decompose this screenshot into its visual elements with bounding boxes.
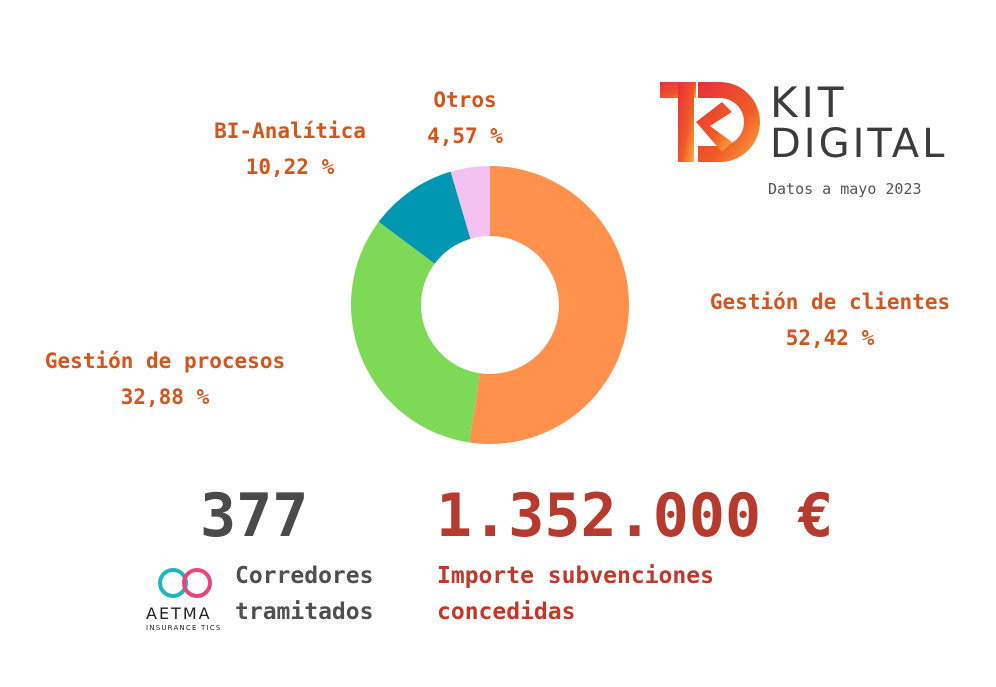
donut-slice-otros bbox=[450, 166, 490, 239]
amount-caption-line2: concedidas bbox=[437, 599, 576, 625]
donut-slice-gestión-de-procesos bbox=[350, 221, 480, 443]
slice-label-bi-analitica: BI-Analítica 10,22 % bbox=[180, 113, 400, 185]
aetma-tagline: INSURANCE TICS bbox=[146, 624, 222, 632]
slice-label-otros: Otros 4,57 % bbox=[405, 82, 525, 154]
brokers-caption: Corredores tramitados bbox=[235, 558, 373, 630]
slice-name-otros: Otros bbox=[433, 88, 497, 112]
donut-slice-bi-analítica bbox=[378, 171, 471, 264]
brokers-caption-line2: tramitados bbox=[235, 599, 374, 625]
kit-wordmark: KIT bbox=[770, 78, 848, 127]
amount-caption: Importe subvenciones concedidas bbox=[437, 558, 714, 630]
subsidy-amount: 1.352.000 € bbox=[436, 481, 834, 551]
slice-name-gestion-procesos: Gestión de procesos bbox=[44, 349, 286, 373]
aetma-logo: AETMA INSURANCE TICS bbox=[142, 566, 222, 636]
brokers-count: 377 bbox=[200, 481, 309, 551]
donut-chart bbox=[350, 166, 629, 444]
slice-value-gestion-procesos: 32,88 % bbox=[120, 385, 210, 409]
digital-wordmark: DIGITAL bbox=[770, 121, 948, 167]
slice-value-otros: 4,57 % bbox=[427, 124, 503, 148]
aetma-logo-icon bbox=[158, 568, 212, 598]
slice-name-bi-analitica: BI-Analítica bbox=[214, 119, 366, 143]
slice-label-gestion-clientes: Gestión de clientes 52,42 % bbox=[670, 284, 990, 356]
slice-value-bi-analitica: 10,22 % bbox=[245, 155, 335, 179]
slice-name-gestion-clientes: Gestión de clientes bbox=[709, 290, 951, 314]
donut-slice-gestión-de-clientes bbox=[469, 166, 629, 444]
slice-value-gestion-clientes: 52,42 % bbox=[785, 326, 875, 350]
date-note: Datos a mayo 2023 bbox=[768, 180, 922, 198]
brokers-caption-line1: Corredores bbox=[235, 563, 374, 589]
slice-label-gestion-procesos: Gestión de procesos 32,88 % bbox=[5, 343, 325, 415]
amount-caption-line1: Importe subvenciones bbox=[437, 563, 714, 589]
aetma-name: AETMA bbox=[146, 604, 212, 623]
kit-digital-logo: KIT DIGITAL Datos a mayo 2023 bbox=[660, 80, 980, 210]
kit-digital-logo-icon bbox=[660, 82, 760, 162]
